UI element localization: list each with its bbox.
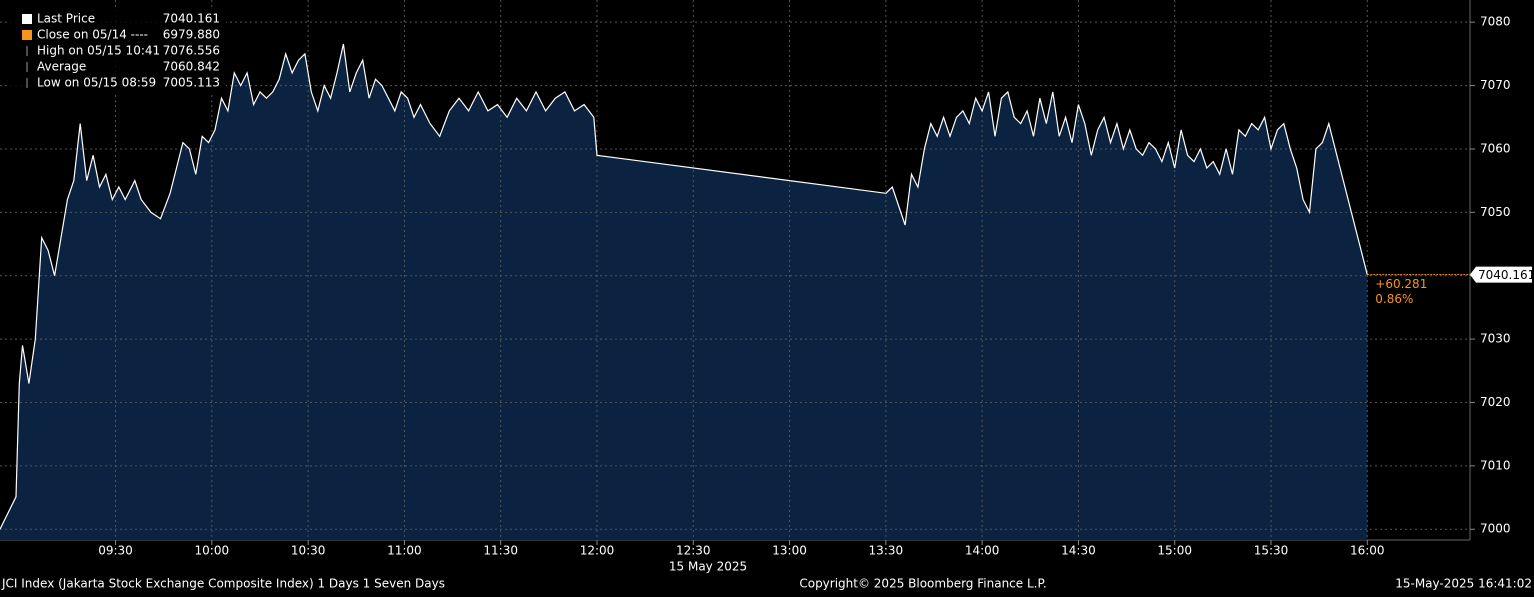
x-tick-label: 10:30 <box>291 544 326 558</box>
legend-name: Average <box>37 60 86 74</box>
last-price-label: 7040.161 <box>1478 268 1534 282</box>
legend-swatch <box>22 14 32 24</box>
last-price-tag <box>1470 266 1532 283</box>
legend-name: Last Price <box>37 12 95 26</box>
legend-name: High on 05/15 10:41 <box>37 44 160 58</box>
legend-box <box>8 9 226 93</box>
y-tick-label: 7020 <box>1480 395 1511 409</box>
y-tick-label: 7010 <box>1480 458 1511 472</box>
y-tick-label: 7050 <box>1480 205 1511 219</box>
legend-value: 7005.113 <box>163 76 220 90</box>
footer-right: 15-May-2025 16:41:02 <box>1395 577 1532 591</box>
x-tick-label: 15:00 <box>1157 544 1192 558</box>
y-tick-label: 7080 <box>1480 15 1511 29</box>
x-tick-label: 13:00 <box>772 544 807 558</box>
price-line <box>0 43 1368 530</box>
y-tick-label: 7000 <box>1480 522 1511 536</box>
x-axis-label: 15 May 2025 <box>669 560 747 574</box>
x-tick-label: 11:30 <box>483 544 518 558</box>
x-tick-label: 13:30 <box>869 544 904 558</box>
y-tick-label: 7030 <box>1480 332 1511 346</box>
y-tick-label: 7060 <box>1480 141 1511 155</box>
legend-name: Close on 05/14 ---- <box>37 28 148 42</box>
x-tick-label: 11:00 <box>387 544 422 558</box>
legend-value: 6979.880 <box>163 28 220 42</box>
legend-value: 7060.842 <box>163 60 220 74</box>
footer-center: Copyright© 2025 Bloomberg Finance L.P. <box>799 577 1046 591</box>
x-tick-label: 14:00 <box>965 544 1000 558</box>
x-tick-label: 10:00 <box>195 544 230 558</box>
change-pct-label: 0.86% <box>1375 292 1413 306</box>
area <box>0 44 1368 540</box>
x-tick-label: 12:30 <box>676 544 711 558</box>
x-tick-label: 15:30 <box>1254 544 1289 558</box>
change-label: +60.281 <box>1375 277 1427 291</box>
legend-value: 7076.556 <box>163 44 220 58</box>
footer-left: JCI Index (Jakarta Stock Exchange Compos… <box>1 577 445 591</box>
x-tick-label: 12:00 <box>580 544 615 558</box>
y-tick-label: 7070 <box>1480 78 1511 92</box>
x-tick-label: 14:30 <box>1061 544 1096 558</box>
legend-name: Low on 05/15 08:59 <box>37 76 156 90</box>
x-tick-label: 09:30 <box>98 544 133 558</box>
x-tick-label: 16:00 <box>1350 544 1385 558</box>
legend-value: 7040.161 <box>163 12 220 26</box>
legend-swatch <box>22 30 32 40</box>
